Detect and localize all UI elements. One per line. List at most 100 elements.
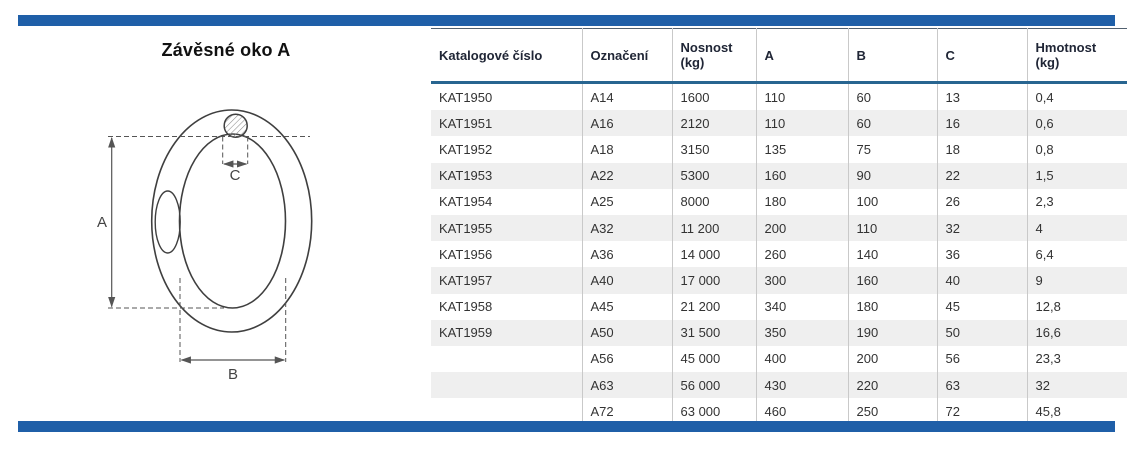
cell: 0,8	[1026, 136, 1127, 163]
cell: 110	[755, 110, 848, 137]
cell: KAT1958	[439, 299, 493, 315]
table-body: KAT1950 A14 1600 110 60 13 0,4 KAT1951 A16 2120 11…	[431, 82, 1127, 425]
cell: 110	[847, 214, 937, 242]
cell: KAT1954	[439, 194, 493, 210]
table-row: KAT1954 A25 8000 180 100 26 2,3	[431, 188, 1127, 215]
cell: A45	[581, 293, 672, 320]
cell: 72	[936, 398, 1027, 425]
cell: 340	[755, 293, 848, 320]
cell: 56 000	[671, 372, 756, 399]
cell: A16	[581, 110, 672, 137]
dim-label-c: C	[230, 167, 241, 184]
cell: 180	[847, 293, 937, 320]
cell: A40	[581, 267, 672, 294]
cell: A36	[581, 241, 672, 268]
cell: 2,3	[1026, 188, 1127, 215]
table-row: KAT1959 A50 31 500 350 190 50 16,6	[431, 319, 1127, 346]
cell: 12,8	[1026, 293, 1127, 320]
cell: 23,3	[1026, 345, 1127, 373]
cell: KAT1951	[439, 115, 493, 131]
dim-label-b: B	[228, 366, 238, 383]
cell: 45	[936, 293, 1027, 320]
table-row: KAT1957 A40 17 000 300 160 40 9	[431, 267, 1127, 294]
cell: KAT1959	[439, 325, 493, 341]
bottom-accent-bar	[18, 421, 1115, 432]
cell: 180	[755, 188, 848, 215]
cell: 200	[755, 214, 848, 242]
cell: A22	[581, 162, 672, 189]
column-header: Označení	[581, 28, 672, 84]
cell: KAT1955	[439, 220, 493, 236]
spec-table-wrap: Katalogové číslo Označení Nosnost (kg) A B C H…	[431, 28, 1127, 425]
column-header: B	[847, 28, 937, 84]
cell: 45,8	[1026, 398, 1127, 425]
cell: KAT1956	[439, 246, 493, 262]
cell: 3150	[671, 136, 756, 163]
table-row: KAT1955 A32 11 200 200 110 32 4	[431, 214, 1127, 242]
cell: 60	[847, 110, 937, 137]
cell: 14 000	[671, 241, 756, 268]
cell: 100	[847, 188, 937, 215]
cell: 350	[755, 319, 848, 346]
table-row: KAT1951 A16 2120 110 60 16 0,6	[431, 110, 1127, 137]
cell: 11 200	[671, 214, 756, 242]
cell: A18	[581, 136, 672, 163]
cell: 31 500	[671, 319, 756, 346]
table-row: KAT1953 A22 5300 160 90 22 1,5	[431, 162, 1127, 189]
cell: 190	[847, 319, 937, 346]
cell: 0,6	[1026, 110, 1127, 137]
cross-section-circle	[223, 113, 248, 138]
cell: A14	[581, 82, 672, 111]
table-row: A63 56 000 430 220 63 32	[431, 372, 1127, 399]
page-title: Závěsné oko A	[161, 40, 291, 60]
table-row: KAT1952 A18 3150 135 75 18 0,8	[431, 136, 1127, 163]
cell: 5300	[671, 162, 756, 189]
cell: A72	[581, 398, 672, 425]
cell: KAT1950	[439, 89, 493, 105]
master-link-diagram: A B C	[97, 109, 313, 383]
cell: 140	[847, 241, 937, 268]
cell: 160	[755, 162, 848, 189]
cell: 75	[847, 136, 937, 163]
cell: 45 000	[671, 345, 756, 373]
table-row: A72 63 000 460 250 72 45,8	[431, 398, 1127, 425]
table-row: KAT1950 A14 1600 110 60 13 0,4	[431, 82, 1127, 111]
column-header: Katalogové číslo	[431, 28, 582, 84]
cell: 430	[755, 372, 848, 399]
cell: 21 200	[671, 293, 756, 320]
cell: 26	[936, 188, 1027, 215]
cell: 2120	[671, 110, 756, 137]
cell: A63	[581, 372, 672, 399]
cell: 1600	[671, 82, 756, 111]
table-row: KAT1958 A45 21 200 340 180 45 12,8	[431, 293, 1127, 320]
cell: 300	[755, 267, 848, 294]
cell	[431, 346, 582, 372]
cell: 17 000	[671, 267, 756, 294]
cell: 90	[847, 162, 937, 189]
cell: 8000	[671, 188, 756, 215]
inner-ring-outline	[178, 133, 287, 309]
cell: 6,4	[1026, 241, 1127, 268]
cell: 0,4	[1026, 82, 1127, 111]
cell: 200	[847, 345, 937, 373]
outer-ring-outline	[150, 109, 313, 333]
cell	[431, 372, 582, 398]
table-header-row: Katalogové číslo Označení Nosnost (kg) A B C H…	[431, 28, 1127, 84]
table-row: KAT1956 A36 14 000 260 140 36 6,4	[431, 241, 1127, 268]
cell: KAT1952	[439, 141, 493, 157]
weld-mark	[154, 190, 181, 254]
cell: 13	[936, 82, 1027, 111]
spec-table: Katalogové číslo Označení Nosnost (kg) A B C H…	[431, 28, 1127, 425]
cell: 18	[936, 136, 1027, 163]
top-accent-bar	[18, 15, 1115, 26]
column-header: A	[755, 28, 848, 84]
cell: 460	[755, 398, 848, 425]
cell: 63	[936, 372, 1027, 399]
dim-label-a: A	[97, 214, 107, 231]
cell: 4	[1026, 214, 1127, 242]
cell: KAT1957	[439, 272, 493, 288]
cell: 160	[847, 267, 937, 294]
cell: 16,6	[1026, 319, 1127, 346]
cell: 220	[847, 372, 937, 399]
